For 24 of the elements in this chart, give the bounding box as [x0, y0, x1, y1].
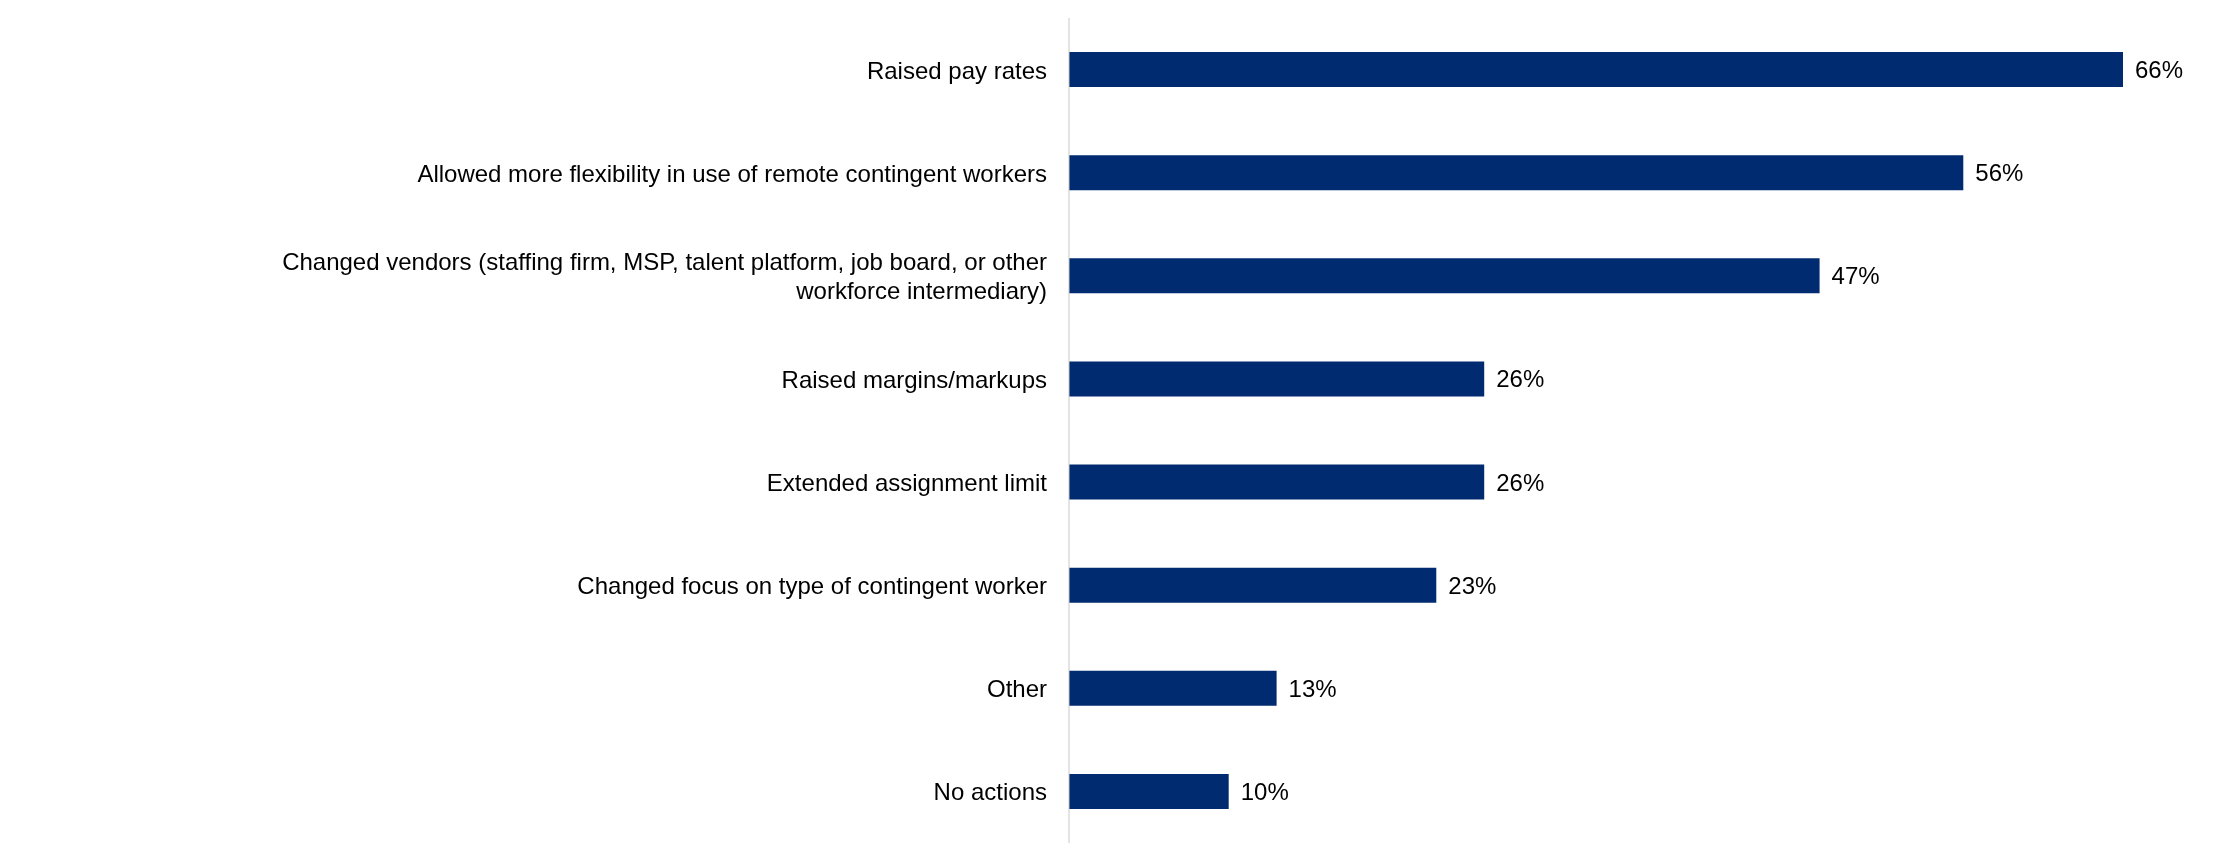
bar: [1069, 155, 1964, 191]
y-tick-label: Raised pay rates: [866, 56, 1047, 84]
bar: [1069, 773, 1229, 809]
data-label: 10%: [1240, 777, 1289, 805]
y-tick-label: Raised margins/markups: [781, 365, 1047, 393]
bar: [1069, 464, 1485, 500]
y-tick-label: No actions: [933, 777, 1047, 805]
bar: [1069, 567, 1437, 603]
y-tick-label: Other: [986, 674, 1047, 702]
data-label: 13%: [1288, 674, 1337, 702]
data-label: 66%: [2135, 56, 2184, 84]
bar: [1069, 361, 1485, 397]
bar: [1069, 258, 1820, 294]
data-label: 47%: [1831, 262, 1880, 290]
data-label: 23%: [1448, 571, 1497, 599]
data-label: 26%: [1496, 468, 1545, 496]
data-label: 26%: [1496, 365, 1545, 393]
y-tick-label: Extended assignment limit: [766, 468, 1048, 496]
y-tick-label: Allowed more flexibility in use of remote contingent workers: [417, 159, 1047, 187]
y-tick-label: Changed vendors (staffing firm, MSP, talent platform, job board, or other workforce intermediary): [282, 247, 1047, 304]
bar: [1069, 670, 1277, 706]
bar: [1069, 52, 2123, 88]
y-tick-label: Changed focus on type of contingent worker: [577, 571, 1047, 599]
data-label: 56%: [1975, 159, 2024, 187]
